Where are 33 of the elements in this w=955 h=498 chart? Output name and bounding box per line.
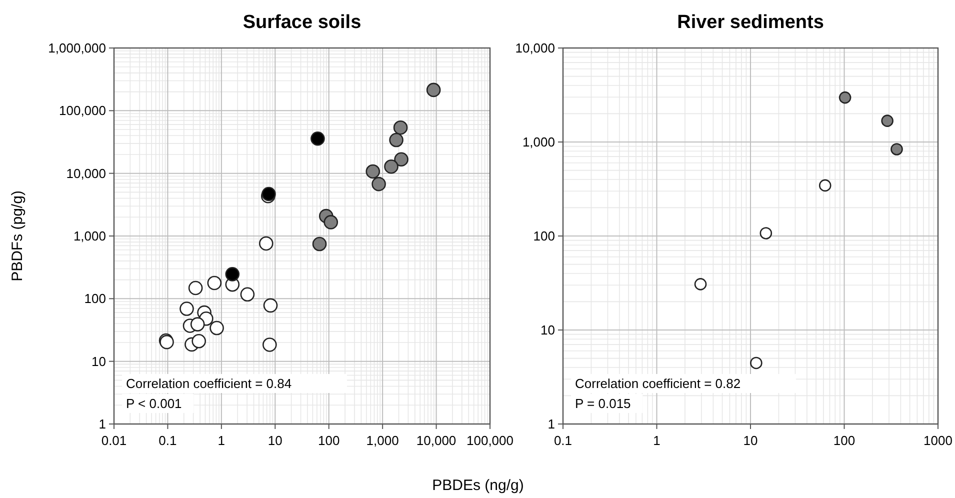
chart-title: Surface soils (242, 12, 362, 33)
y-tick-label: 1,000 (73, 228, 106, 244)
y-tick-label: 10 (92, 354, 106, 369)
x-tick-label: 10 (743, 433, 758, 448)
y-tick-label: 10,000 (515, 40, 555, 56)
y-tick-label: 10 (540, 322, 555, 338)
x-tick-label: 0.1 (554, 433, 572, 448)
y-tick-label: 1 (548, 416, 555, 432)
annotation: Correlation coefficient = 0.84 (126, 376, 292, 391)
x-axis-title: PBDEs (ng/g) (432, 477, 524, 494)
y-axis-title: PBDFs (pg/g) (9, 190, 26, 282)
x-tick-label: 1 (218, 433, 226, 448)
x-tick-label: 100,000 (466, 433, 514, 448)
annotation: P < 0.001 (126, 396, 182, 411)
x-tick-label: 1000 (924, 433, 952, 448)
annotation: P = 0.015 (575, 396, 631, 411)
x-tick-label: 0.1 (158, 433, 177, 448)
x-tick-label: 0.01 (101, 433, 127, 448)
x-tick-label: 1 (653, 433, 660, 448)
y-tick-label: 100,000 (59, 103, 106, 118)
y-tick-label: 1,000 (522, 134, 555, 150)
y-tick-label: 100 (533, 228, 555, 244)
x-tick-label: 1,000 (366, 433, 399, 448)
annotation: Correlation coefficient = 0.82 (575, 376, 741, 391)
x-tick-label: 10 (268, 433, 282, 448)
chart-title: River sediments (677, 12, 824, 33)
x-tick-label: 100 (318, 433, 340, 448)
y-tick-label: 100 (84, 291, 106, 306)
x-tick-label: 100 (833, 433, 856, 448)
y-tick-label: 1 (98, 416, 106, 432)
y-tick-label: 1,000,000 (48, 40, 106, 56)
y-tick-label: 10,000 (66, 166, 106, 181)
x-tick-label: 10,000 (416, 433, 456, 448)
